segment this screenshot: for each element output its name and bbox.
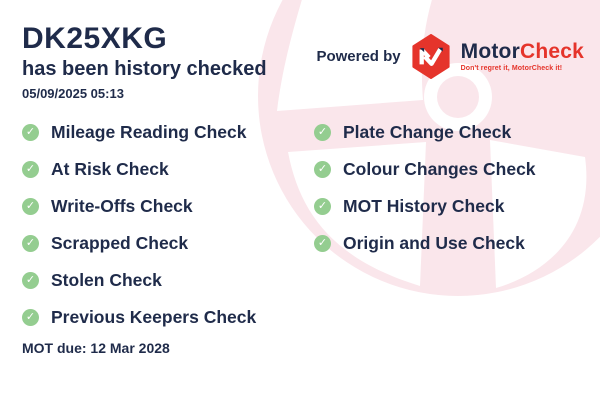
brand-name: MotorCheck: [461, 41, 584, 62]
brand-name-motor: Motor: [460, 40, 520, 63]
powered-by-label: Powered by: [316, 48, 401, 65]
brand-tagline: Don't regret it, MotorCheck it!: [460, 65, 563, 72]
check-item-scrapped: ✓ Scrapped Check: [22, 225, 256, 262]
check-item-origin-and-use: ✓ Origin and Use Check: [314, 225, 536, 262]
header: DK25XKG has been history checked 05/09/2…: [22, 22, 267, 101]
check-timestamp: 05/09/2025 05:13: [22, 86, 124, 101]
check-list-right: ✓ Plate Change Check ✓ Colour Changes Ch…: [314, 114, 536, 262]
check-item-label: MOT History Check: [343, 196, 505, 216]
mot-due-text: MOT due: 12 Mar 2028: [22, 340, 170, 356]
check-item-label: Plate Change Check: [343, 122, 512, 142]
motorcheck-logo-icon: [412, 34, 450, 79]
check-circle-icon: ✓: [22, 309, 39, 326]
check-item-label: At Risk Check: [51, 159, 169, 179]
check-circle-icon: ✓: [314, 235, 331, 252]
check-circle-icon: ✓: [22, 161, 39, 178]
check-item-at-risk: ✓ At Risk Check: [22, 151, 256, 188]
registration-plate: DK25XKG: [22, 22, 168, 55]
check-list-left: ✓ Mileage Reading Check ✓ At Risk Check …: [22, 114, 256, 336]
check-circle-icon: ✓: [22, 272, 39, 289]
check-circle-icon: ✓: [22, 124, 39, 141]
check-item-plate-change: ✓ Plate Change Check: [314, 114, 536, 151]
check-circle-icon: ✓: [314, 198, 331, 215]
check-item-mot-history: ✓ MOT History Check: [314, 188, 536, 225]
check-item-label: Origin and Use Check: [343, 233, 525, 253]
check-item-label: Colour Changes Check: [343, 159, 536, 179]
check-item-label: Scrapped Check: [51, 233, 189, 253]
check-item-mileage-reading: ✓ Mileage Reading Check: [22, 114, 256, 151]
check-item-colour-changes: ✓ Colour Changes Check: [314, 151, 536, 188]
check-item-label: Write-Offs Check: [51, 196, 193, 216]
brand-wordmark: MotorCheck Don't regret it, MotorCheck i…: [461, 41, 584, 72]
check-circle-icon: ✓: [314, 161, 331, 178]
check-circle-icon: ✓: [314, 124, 331, 141]
check-item-label: Mileage Reading Check: [51, 122, 247, 142]
check-item-label: Previous Keepers Check: [51, 307, 257, 327]
check-circle-icon: ✓: [22, 235, 39, 252]
check-circle-icon: ✓: [22, 198, 39, 215]
powered-by-block[interactable]: Powered by MotorCheck Don't regret it, M…: [316, 34, 584, 79]
history-checked-subtitle: has been history checked: [22, 58, 267, 80]
brand-name-check: Check: [519, 40, 584, 63]
check-item-stolen: ✓ Stolen Check: [22, 262, 256, 299]
check-item-write-offs: ✓ Write-Offs Check: [22, 188, 256, 225]
check-item-label: Stolen Check: [51, 270, 162, 290]
check-item-previous-keepers: ✓ Previous Keepers Check: [22, 299, 256, 336]
